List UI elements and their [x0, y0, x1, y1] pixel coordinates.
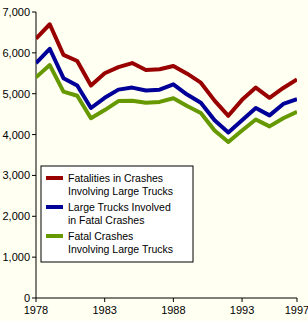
y-tick-label: 2,000 [2, 210, 30, 222]
legend-swatch [46, 176, 63, 180]
y-tick [32, 298, 36, 299]
y-tick-label: 5,000 [2, 88, 30, 100]
legend-swatch [46, 205, 63, 209]
y-tick-label: 4,000 [2, 129, 30, 141]
legend-label-line: Involving Large Trucks [68, 185, 173, 197]
y-tick-label: 3,000 [2, 169, 30, 181]
y-tick [32, 175, 36, 176]
y-tick-label: 1,000 [2, 251, 30, 263]
plot-lines [36, 24, 297, 142]
legend-swatch [46, 234, 63, 238]
legend-label: Fatalities in CrashesInvolving Large Tru… [68, 172, 173, 197]
x-tick [173, 298, 174, 302]
y-tick-label: 7,000 [2, 6, 30, 18]
legend-box [41, 166, 193, 262]
x-tick-label: 1993 [230, 304, 254, 316]
y-tick-label: 6,000 [2, 47, 30, 59]
legend-label-line: Involving Large Trucks [68, 243, 173, 255]
background [0, 0, 308, 321]
legend-label: Fatal CrashesInvolving Large Trucks [68, 230, 173, 255]
y-tick [32, 93, 36, 94]
x-tick-label: 1983 [92, 304, 116, 316]
legend-label-line: in Fatal Crashes [68, 214, 144, 226]
x-tick [242, 298, 243, 302]
x-tick [297, 298, 298, 302]
legend-label-line: Fatal Crashes [68, 230, 133, 242]
y-tick [32, 12, 36, 13]
series-line [36, 65, 297, 142]
y-tick [32, 134, 36, 135]
x-tick-label: 1978 [24, 304, 48, 316]
y-axis [36, 12, 37, 298]
x-tick-label: 1988 [161, 304, 185, 316]
x-tick [36, 298, 37, 302]
legend-label-line: Large Trucks Involved [68, 201, 171, 213]
y-tick [32, 52, 36, 53]
y-tick [32, 257, 36, 258]
x-axis [36, 298, 297, 299]
y-tick-label: 0 [24, 292, 30, 304]
y-tick [32, 216, 36, 217]
x-tick [104, 298, 105, 302]
x-tick-label: 1997 [285, 304, 308, 316]
legend-label: Large Trucks Involvedin Fatal Crashes [68, 201, 171, 226]
legend-label-line: Fatalities in Crashes [68, 172, 163, 184]
chart: 0 1,000 2,000 3,000 4,000 5,000 6,000 7,000 1978… [0, 0, 308, 321]
